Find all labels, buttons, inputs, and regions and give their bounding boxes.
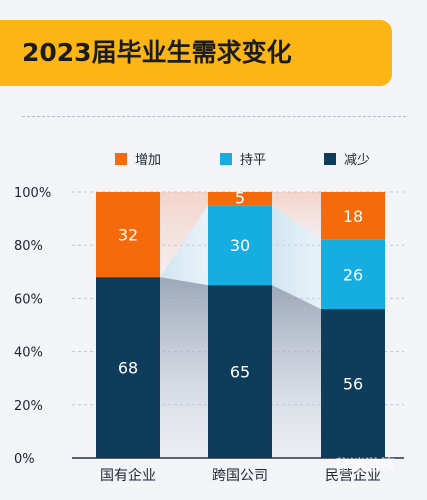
connector-band: [160, 277, 208, 458]
legend-item: 减少: [324, 153, 370, 168]
page-title: 2023届毕业生需求变化: [22, 38, 292, 67]
y-tick-label: 0%: [14, 452, 35, 467]
connector-band: [272, 192, 321, 240]
bar-segment: [96, 277, 160, 458]
legend-item: 增加: [115, 153, 161, 168]
legend-swatch: [324, 153, 336, 165]
watermark: 秘迷游筷: [335, 456, 396, 474]
bar-segment: [208, 205, 272, 286]
bar-value-label: 32: [118, 226, 138, 245]
y-tick-label: 60%: [14, 292, 43, 307]
y-tick-label: 100%: [14, 186, 51, 201]
x-category-label: 民营企业: [325, 467, 381, 484]
divider: [22, 116, 406, 117]
legend-swatch: [115, 153, 127, 165]
legend-label: 增加: [135, 153, 161, 168]
y-tick-label: 40%: [14, 346, 43, 361]
bar-value-label: 56: [343, 375, 363, 394]
bar-segment: [208, 192, 272, 206]
bar-value-label: 68: [118, 359, 138, 378]
bar-value-label: 65: [230, 363, 250, 382]
bar-segment: [321, 239, 385, 310]
bar-value-label: 26: [343, 265, 363, 284]
connector-band: [272, 285, 321, 458]
legend-label: 持平: [240, 153, 266, 168]
bar-value-label: 5: [235, 189, 245, 208]
bar-segment: [321, 309, 385, 458]
bar-segment: [208, 285, 272, 458]
bar-value-label: 18: [343, 207, 363, 226]
bar-segment: [321, 192, 385, 240]
title-banner: 2023届毕业生需求变化: [0, 20, 392, 86]
legend-item: 持平: [220, 153, 266, 168]
legend-swatch: [220, 153, 232, 165]
bar-value-label: 30: [230, 236, 250, 255]
x-category-label: 国有企业: [100, 467, 156, 484]
connector-band: [272, 205, 321, 310]
y-tick-label: 80%: [14, 239, 43, 254]
x-category-label: 跨国公司: [212, 468, 268, 484]
legend-label: 减少: [344, 153, 370, 168]
y-tick-label: 20%: [14, 399, 43, 414]
bar-segment: [96, 192, 160, 278]
connector-band: [160, 192, 208, 278]
connector-band: [160, 205, 208, 286]
